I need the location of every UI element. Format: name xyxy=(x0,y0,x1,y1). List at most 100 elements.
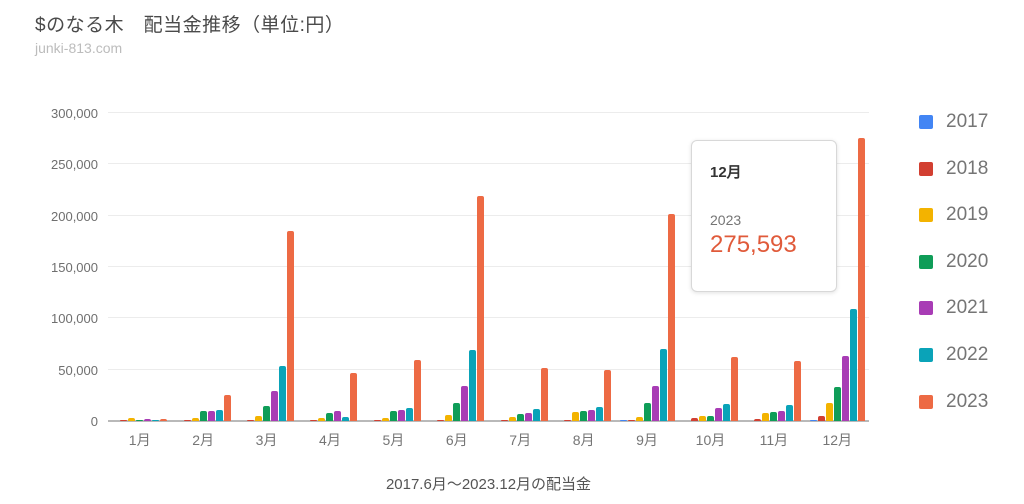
chart-caption: 2017.6月～2023.12月の配当金 xyxy=(385,476,592,493)
bar-2021-8月[interactable] xyxy=(588,410,596,421)
bar-2020-3月[interactable] xyxy=(263,406,271,421)
legend-swatch-2023 xyxy=(919,394,933,409)
bar-2020-7月[interactable] xyxy=(516,413,524,421)
bar-2019-4月[interactable] xyxy=(318,417,326,421)
bar-2019-5月[interactable] xyxy=(381,417,389,421)
chart-tooltip: 12月 2023 275,593 xyxy=(691,140,837,292)
tooltip-value: 275,593 xyxy=(710,231,797,258)
bar-2018-11月[interactable] xyxy=(754,418,762,421)
bar-2021-12月[interactable] xyxy=(841,356,849,421)
bar-2020-8月[interactable] xyxy=(580,410,588,421)
bar-2019-6月[interactable] xyxy=(445,415,453,421)
bar-2020-10月[interactable] xyxy=(706,416,714,421)
legend-item-2018: 2018 xyxy=(919,157,989,179)
bar-2021-3月[interactable] xyxy=(271,391,279,421)
bar-2018-12月[interactable] xyxy=(817,416,825,421)
legend-item-2020: 2020 xyxy=(919,251,988,272)
bar-2020-6月[interactable] xyxy=(453,402,461,421)
bar-2022-12月[interactable] xyxy=(849,309,857,421)
legend-swatch-2019 xyxy=(919,208,933,223)
bar-group-1月 xyxy=(112,113,168,421)
bar-2022-2月[interactable] xyxy=(215,409,223,421)
legend-label-2018: 2018 xyxy=(946,157,989,179)
legend-label-2021: 2021 xyxy=(946,297,989,319)
x-axis-label-11月: 11月 xyxy=(759,432,789,448)
bar-2021-9月[interactable] xyxy=(651,385,659,421)
x-axis-label-2月: 2月 xyxy=(192,432,215,448)
bar-2019-10月[interactable] xyxy=(698,415,706,421)
bar-2021-11月[interactable] xyxy=(778,410,786,421)
bar-2018-6月[interactable] xyxy=(437,419,445,421)
bar-2023-5月[interactable] xyxy=(413,360,421,421)
bar-2023-11月[interactable] xyxy=(794,361,802,421)
bar-2019-3月[interactable] xyxy=(255,415,263,421)
gridline xyxy=(108,214,869,216)
bar-2018-5月[interactable] xyxy=(373,419,381,421)
legend-label-2019: 2019 xyxy=(946,204,989,226)
bar-2018-3月[interactable] xyxy=(247,419,255,421)
legend-swatch-2017 xyxy=(919,115,933,129)
bar-2021-2月[interactable] xyxy=(207,410,215,421)
bar-2019-11月[interactable] xyxy=(762,412,770,421)
bar-group-3月 xyxy=(239,113,295,421)
bar-2022-8月[interactable] xyxy=(596,406,604,421)
x-axis-label-5月: 5月 xyxy=(382,432,405,448)
bar-2021-10月[interactable] xyxy=(714,407,722,421)
bar-2021-1月[interactable] xyxy=(144,419,152,421)
bar-2020-4月[interactable] xyxy=(326,412,334,421)
bar-2018-10月[interactable] xyxy=(690,418,698,421)
bar-2021-7月[interactable] xyxy=(524,412,532,421)
bar-2022-11月[interactable] xyxy=(786,404,794,421)
x-axis-label-9月: 9月 xyxy=(636,432,658,448)
bar-2021-6月[interactable] xyxy=(461,386,469,421)
bar-2022-5月[interactable] xyxy=(405,407,413,421)
bar-2022-3月[interactable] xyxy=(279,365,287,421)
bar-2020-12月[interactable] xyxy=(833,386,841,421)
bar-2018-2月[interactable] xyxy=(183,420,191,421)
bar-2022-1月[interactable] xyxy=(152,420,160,421)
bar-2023-2月[interactable] xyxy=(223,395,231,421)
bar-2021-4月[interactable] xyxy=(334,411,342,421)
gridline xyxy=(108,163,869,165)
bar-2019-8月[interactable] xyxy=(572,412,580,421)
bar-group-8月 xyxy=(556,113,612,421)
bar-2023-7月[interactable] xyxy=(540,367,548,421)
bar-2018-4月[interactable] xyxy=(310,419,318,421)
legend-label-2022: 2022 xyxy=(946,344,989,365)
bar-2021-5月[interactable] xyxy=(397,410,405,421)
bar-2022-6月[interactable] xyxy=(469,350,477,421)
bar-2018-9月[interactable] xyxy=(627,419,635,421)
bar-2018-7月[interactable] xyxy=(500,420,508,421)
bar-2023-8月[interactable] xyxy=(604,369,612,421)
bar-2023-9月[interactable] xyxy=(667,213,675,421)
y-axis-tick-label: 250,000 xyxy=(51,157,98,173)
bar-2023-3月[interactable] xyxy=(287,231,295,421)
bar-2019-7月[interactable] xyxy=(508,416,516,421)
bar-2022-9月[interactable] xyxy=(659,349,667,421)
bar-2020-11月[interactable] xyxy=(770,411,778,421)
bar-2020-2月[interactable] xyxy=(199,410,207,421)
bar-2017-12月[interactable] xyxy=(809,420,817,421)
bar-2020-5月[interactable] xyxy=(389,411,397,421)
bar-2020-9月[interactable] xyxy=(643,402,651,421)
bar-2019-2月[interactable] xyxy=(191,418,199,421)
legend-swatch-2022 xyxy=(919,348,933,362)
bar-2023-1月[interactable] xyxy=(160,418,168,421)
bar-2019-12月[interactable] xyxy=(825,403,833,421)
bar-2023-6月[interactable] xyxy=(477,196,485,421)
bar-2023-10月[interactable] xyxy=(730,357,738,421)
bar-2022-4月[interactable] xyxy=(342,417,350,421)
bar-2022-10月[interactable] xyxy=(722,403,730,421)
bar-2019-1月[interactable] xyxy=(128,417,136,421)
y-axis-tick-label: 300,000 xyxy=(51,106,98,121)
bar-2022-7月[interactable] xyxy=(532,409,540,421)
bar-2023-4月[interactable] xyxy=(350,372,358,421)
bar-2018-8月[interactable] xyxy=(564,419,572,421)
tooltip-year: 2023 xyxy=(710,212,742,228)
bar-2020-1月[interactable] xyxy=(136,420,144,421)
bar-2019-9月[interactable] xyxy=(635,417,643,421)
x-axis-label-1月: 1月 xyxy=(128,432,151,448)
bar-2023-12月[interactable] xyxy=(857,138,865,421)
bar-2017-9月[interactable] xyxy=(619,420,627,421)
bar-2018-1月[interactable] xyxy=(120,419,128,421)
